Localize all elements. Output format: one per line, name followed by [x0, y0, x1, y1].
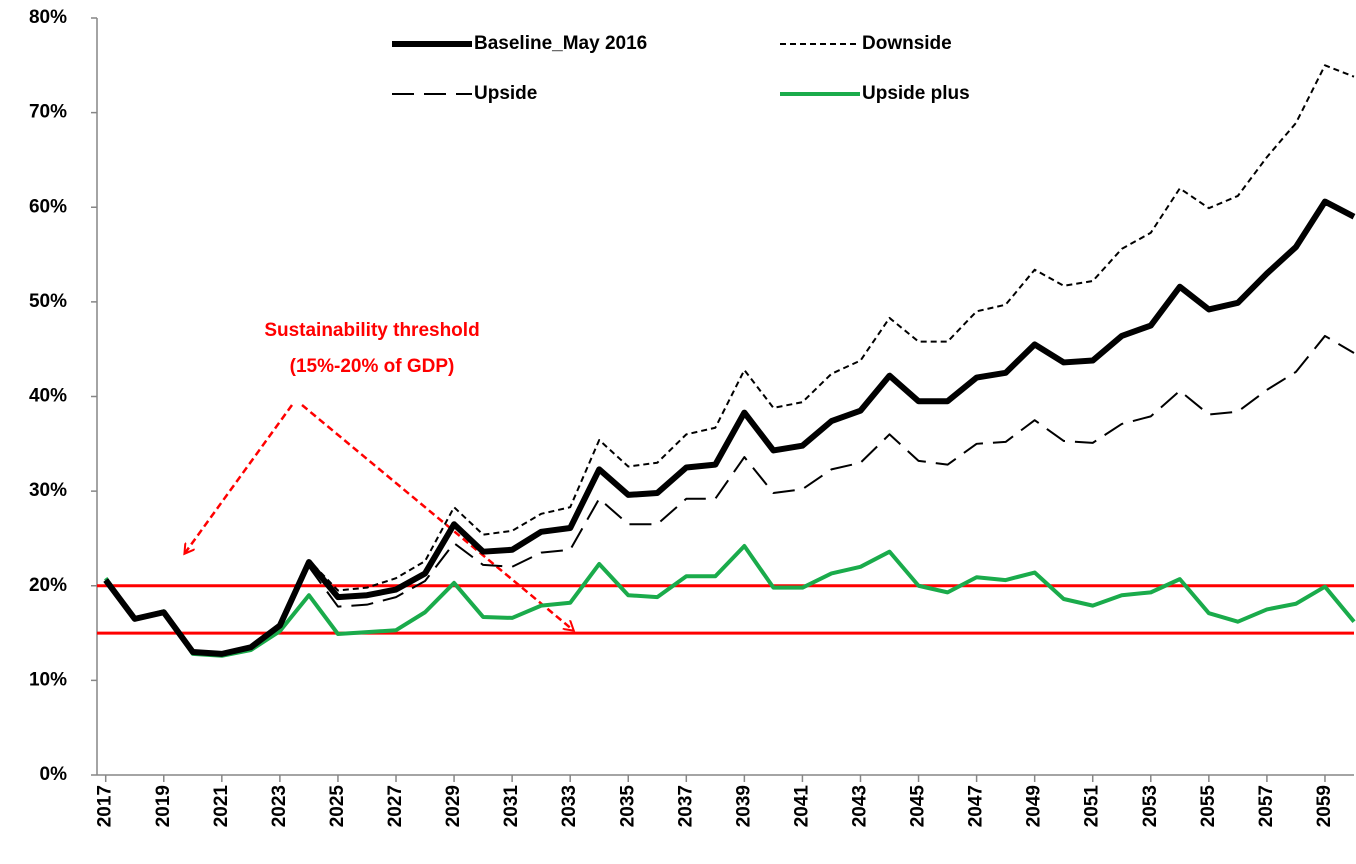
x-tick-label: 2021 [211, 785, 232, 828]
x-tick-label: 2041 [791, 785, 812, 828]
x-tick-label: 2059 [1314, 785, 1335, 827]
y-tick-label: 10% [29, 669, 67, 690]
y-tick-label: 30% [29, 480, 67, 501]
x-tick-label: 2037 [675, 785, 696, 827]
x-tick-label: 2027 [385, 785, 406, 827]
series-line [103, 198, 1356, 657]
x-tick-label: 2053 [1140, 785, 1161, 827]
x-tick-label: 2051 [1082, 785, 1103, 828]
y-tick-label: 20% [29, 575, 67, 596]
y-tick-label: 0% [40, 764, 68, 785]
x-tick-label: 2023 [269, 785, 290, 827]
series-line [104, 334, 1355, 655]
x-tick-label: 2025 [327, 785, 348, 828]
x-tick-label: 2033 [559, 785, 580, 827]
y-tick-label: 40% [29, 386, 67, 407]
x-tick-label: 2055 [1198, 785, 1219, 828]
annotation: (15%-20% of GDP) [290, 356, 455, 377]
x-tick-label: 2043 [850, 785, 871, 827]
x-tick-label: 2047 [966, 785, 987, 827]
legend-label: Downside [862, 33, 952, 54]
x-tick-label: 2017 [95, 785, 116, 827]
x-tick-label: 2045 [908, 785, 929, 828]
x-tick-label: 2019 [153, 785, 174, 827]
legend-label: Baseline_May 2016 [474, 33, 647, 54]
x-tick-label: 2035 [617, 785, 638, 828]
x-tick-label: 2029 [443, 785, 464, 827]
y-tick-label: 80% [29, 7, 67, 28]
x-tick-label: 2049 [1024, 785, 1045, 827]
annotation: Sustainability threshold [264, 320, 479, 341]
x-tick-label: 2031 [501, 785, 522, 828]
series-line [104, 544, 1356, 658]
annotation-arrow [301, 404, 573, 630]
legend-label: Upside plus [862, 83, 970, 104]
y-tick-label: 50% [29, 291, 67, 312]
y-tick-label: 60% [29, 196, 67, 217]
legend-label: Upside [474, 83, 537, 104]
y-tick-label: 70% [29, 102, 67, 123]
annotation-arrow [185, 404, 294, 553]
x-tick-label: 2039 [733, 785, 754, 827]
x-tick-label: 2057 [1256, 785, 1277, 827]
